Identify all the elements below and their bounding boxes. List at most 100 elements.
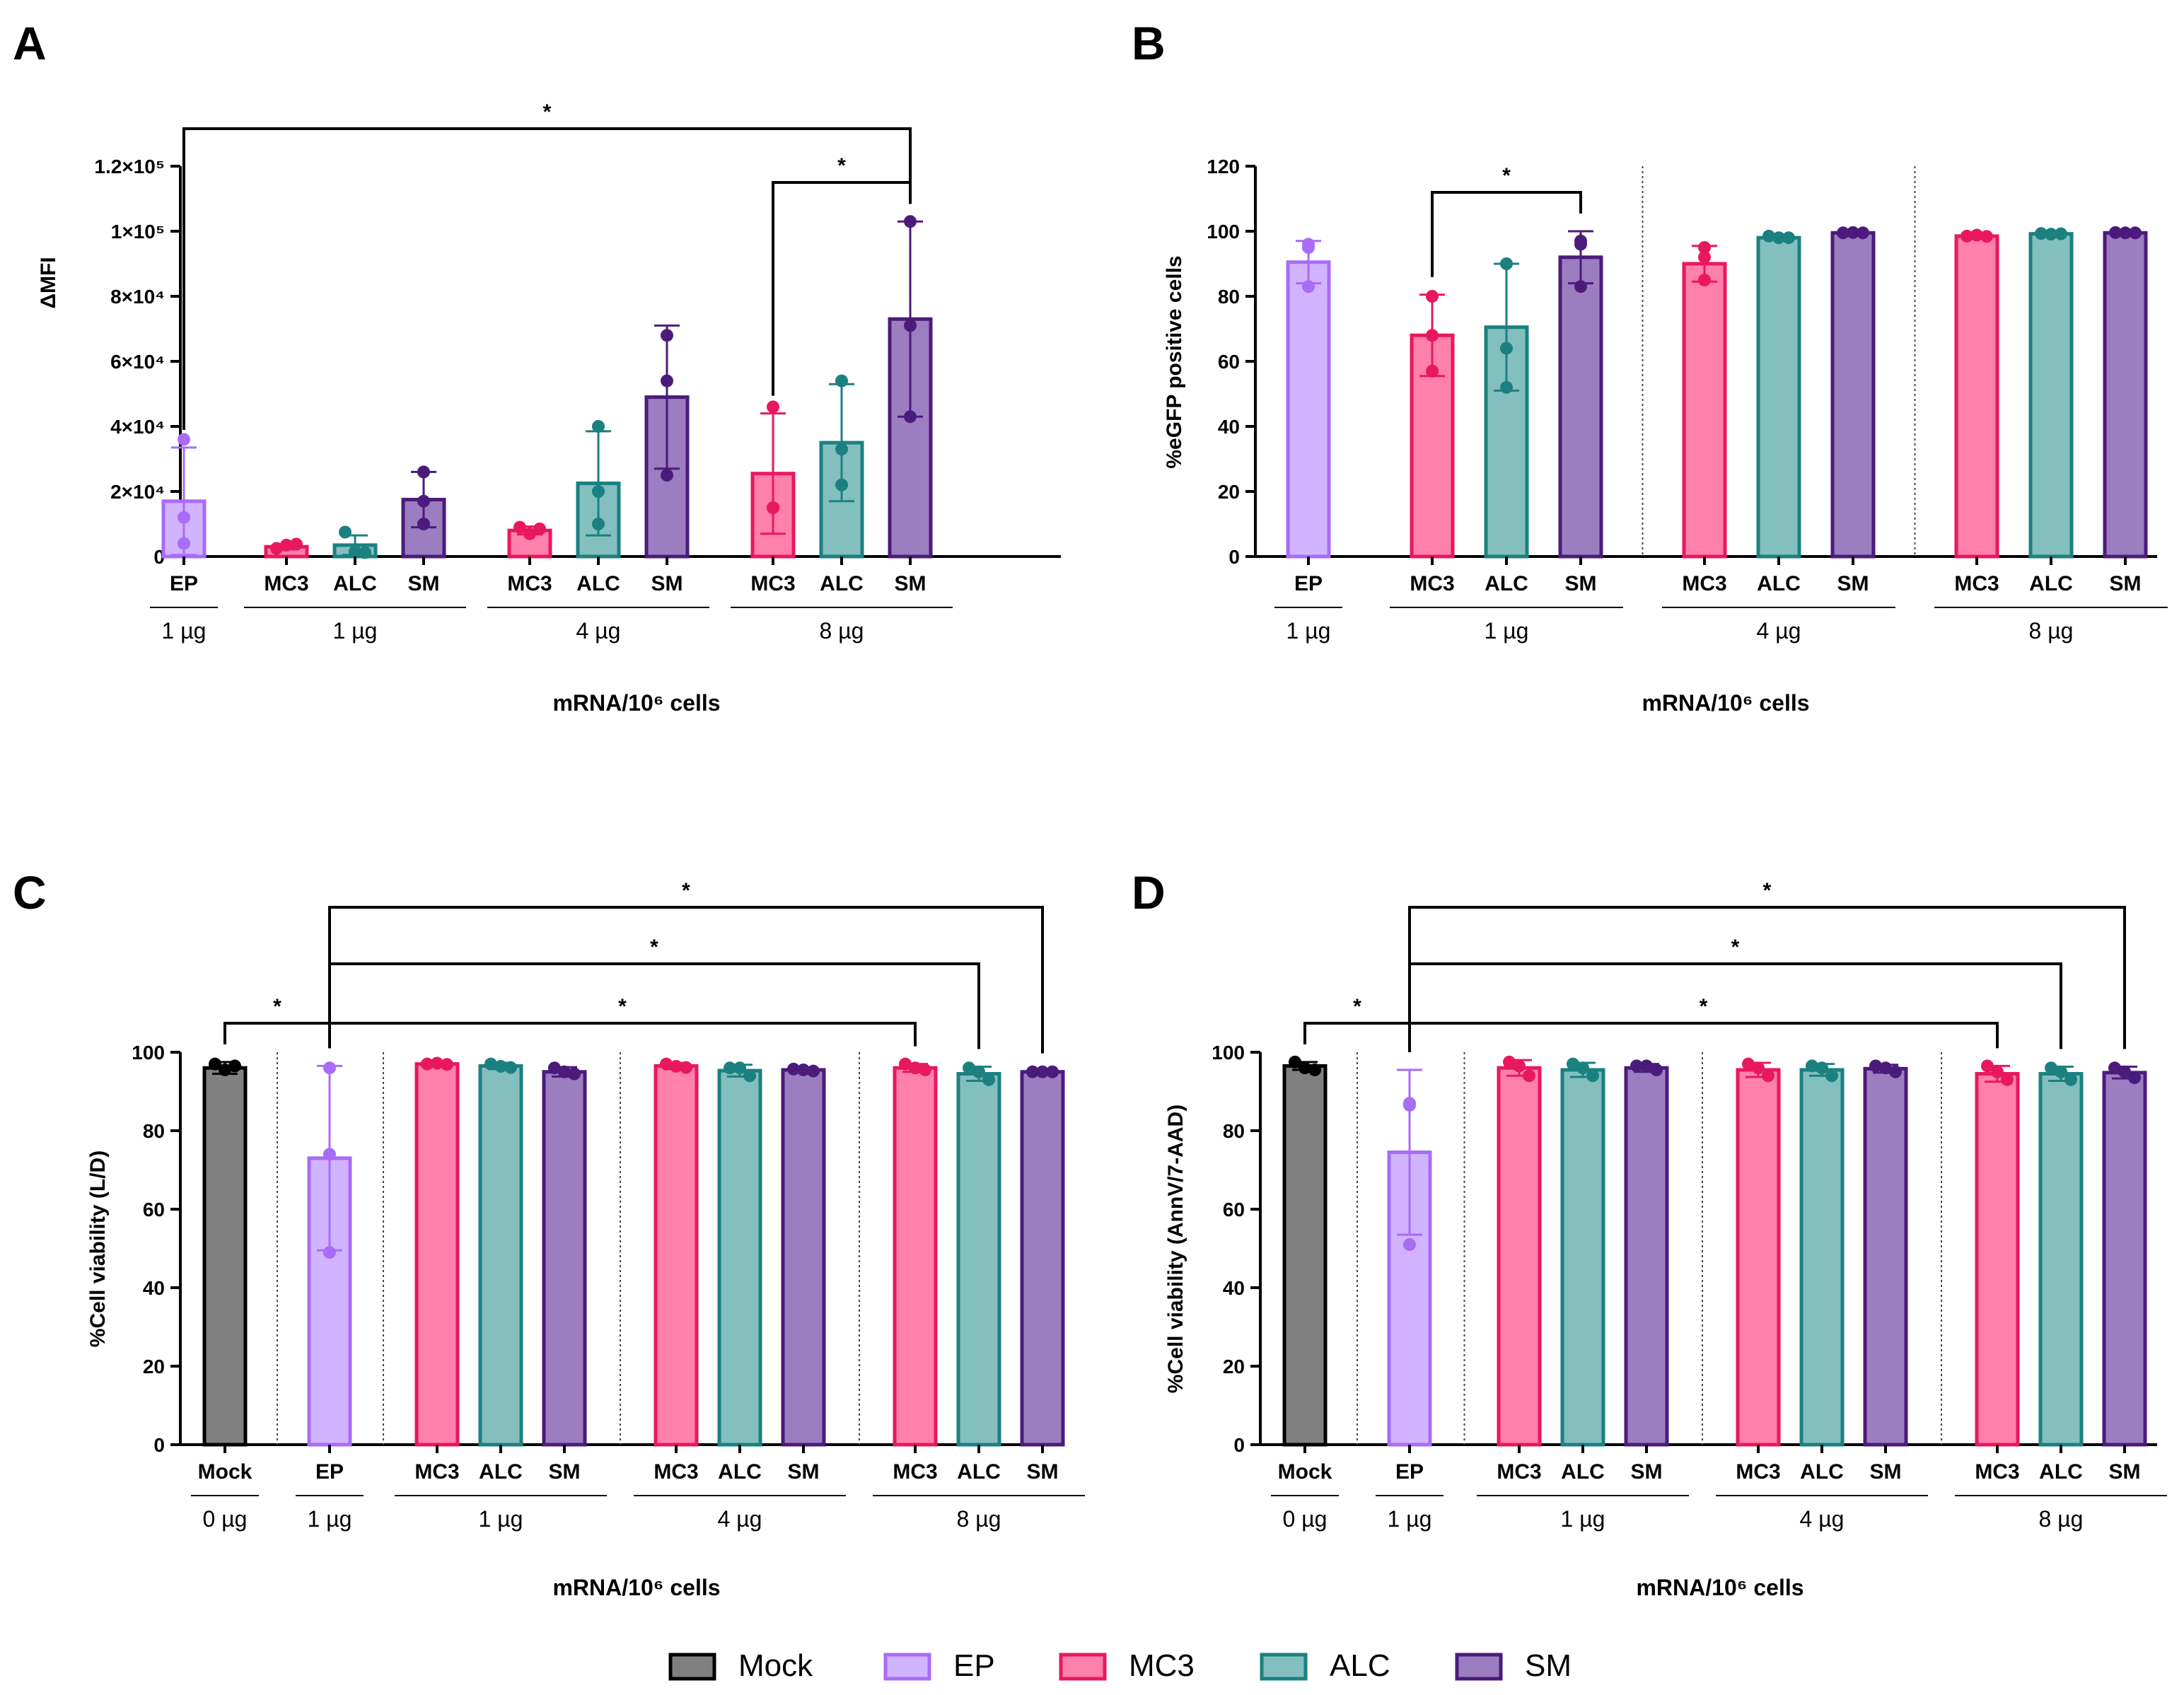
bar-mc3 bbox=[1682, 262, 1727, 559]
x-tick-label: ALC bbox=[718, 1460, 762, 1484]
data-point bbox=[2128, 1071, 2141, 1085]
bar-sm bbox=[781, 1068, 826, 1447]
x-axis-title: mRNA/10⁶ cells bbox=[1642, 690, 1809, 716]
data-point bbox=[1762, 229, 1775, 243]
bar-alc bbox=[1799, 1068, 1845, 1447]
data-point bbox=[1289, 1055, 1301, 1068]
y-tick-label: 120 bbox=[1207, 156, 1240, 177]
x-tick-label: EP bbox=[1395, 1460, 1424, 1484]
data-point bbox=[1036, 1065, 1049, 1078]
x-tick-label: SM bbox=[1631, 1460, 1663, 1484]
data-point bbox=[724, 1061, 736, 1075]
significance-bracket bbox=[1431, 191, 1582, 277]
data-point bbox=[2108, 1061, 2121, 1075]
x-tick-label: ALC bbox=[1485, 572, 1528, 595]
data-point bbox=[2119, 226, 2132, 240]
data-point bbox=[1630, 1059, 1643, 1073]
data-point bbox=[1426, 364, 1439, 378]
bar-alc bbox=[956, 1072, 1001, 1447]
data-point bbox=[1308, 1063, 1321, 1076]
data-point bbox=[1426, 290, 1439, 303]
data-point bbox=[548, 1061, 561, 1075]
data-point bbox=[1762, 1069, 1774, 1083]
panel-c: C %Cell viability (L/D) mRNA/10⁶ cells 0… bbox=[13, 866, 1085, 1600]
legend-label-alc: ALC bbox=[1330, 1648, 1390, 1683]
x-tick-label: Mock bbox=[198, 1460, 252, 1484]
bar-mock bbox=[202, 1066, 248, 1447]
data-point bbox=[1574, 280, 1587, 293]
data-point bbox=[494, 1059, 507, 1073]
data-point bbox=[2055, 1065, 2067, 1078]
x-tick-label: MC3 bbox=[1954, 572, 1999, 595]
data-point bbox=[533, 522, 546, 535]
y-axis-title: %Cell viability (AnnV/7-AAD) bbox=[1164, 1105, 1187, 1393]
x-tick-label: Mock bbox=[1278, 1460, 1332, 1484]
data-point bbox=[661, 374, 673, 388]
bar-alc bbox=[2038, 1072, 2084, 1447]
bar-alc bbox=[478, 1064, 523, 1447]
y-tick-label: 80 bbox=[1223, 1120, 1245, 1142]
panel-letter-c: C bbox=[13, 866, 47, 919]
data-point bbox=[523, 527, 536, 540]
data-point bbox=[899, 1057, 912, 1071]
data-point bbox=[1403, 1098, 1416, 1112]
panel-a: A ΔMFI mRNA/10⁶ cells 02×10⁴4×10⁴6×10⁴8×… bbox=[13, 17, 1061, 716]
significance-bracket bbox=[182, 127, 912, 430]
significance-star: * bbox=[1502, 164, 1511, 187]
significance-bracket bbox=[1408, 906, 2126, 1052]
legend-swatch-mc3 bbox=[1059, 1653, 1107, 1681]
dose-group-label: 1 µg bbox=[1561, 1506, 1605, 1532]
legend-swatch-ep bbox=[883, 1653, 931, 1681]
data-point bbox=[1500, 257, 1513, 270]
x-axis-title: mRNA/10⁶ cells bbox=[552, 690, 720, 716]
y-tick-label: 100 bbox=[1207, 221, 1240, 243]
significance-star: * bbox=[1353, 995, 1361, 1018]
data-point bbox=[270, 542, 283, 555]
data-point bbox=[592, 518, 605, 530]
significance-star: * bbox=[1700, 995, 1708, 1018]
bar-mc3 bbox=[1954, 234, 1999, 559]
x-tick-label: SM bbox=[1027, 1460, 1059, 1484]
data-point bbox=[661, 469, 673, 482]
data-point bbox=[592, 420, 605, 433]
data-point bbox=[733, 1061, 746, 1075]
x-tick-label: ALC bbox=[2029, 572, 2073, 595]
data-point bbox=[323, 1246, 336, 1259]
data-point bbox=[1574, 238, 1587, 251]
dose-group-label: 8 µg bbox=[957, 1506, 1001, 1532]
x-axis-title: mRNA/10⁶ cells bbox=[552, 1575, 720, 1600]
x-tick-label: SM bbox=[1837, 572, 1869, 595]
data-point bbox=[1586, 1069, 1599, 1083]
bar-sm bbox=[1624, 1066, 1669, 1447]
x-tick-label: ALC bbox=[1757, 572, 1801, 595]
bar-sm bbox=[1020, 1070, 1065, 1447]
x-tick-label: ALC bbox=[479, 1460, 523, 1484]
y-tick-label: 60 bbox=[1218, 351, 1240, 373]
dose-group-label: 8 µg bbox=[2029, 618, 2074, 643]
bar-alc bbox=[1756, 235, 1801, 559]
y-tick-label: 60 bbox=[1223, 1199, 1245, 1221]
x-tick-label: SM bbox=[895, 572, 927, 595]
bar-mc3 bbox=[1497, 1066, 1542, 1447]
data-point bbox=[1837, 226, 1849, 240]
data-point bbox=[1806, 1059, 1818, 1073]
data-point bbox=[504, 1061, 517, 1074]
data-point bbox=[1869, 1059, 1882, 1073]
data-point bbox=[670, 1059, 682, 1073]
data-point bbox=[904, 319, 917, 332]
data-point bbox=[484, 1057, 497, 1071]
data-point bbox=[660, 1057, 673, 1071]
y-tick-label: 20 bbox=[1218, 481, 1240, 503]
data-point bbox=[339, 525, 352, 539]
dose-group-label: 4 µg bbox=[718, 1506, 762, 1532]
y-tick-label: 40 bbox=[143, 1277, 165, 1299]
x-tick-label: EP bbox=[170, 572, 198, 595]
y-tick-label: 1×10⁵ bbox=[111, 221, 165, 243]
y-tick-label: 1.2×10⁵ bbox=[94, 156, 165, 177]
x-tick-label: SM bbox=[651, 572, 683, 595]
data-point bbox=[835, 374, 848, 388]
dose-group-label: 1 µg bbox=[1485, 618, 1529, 643]
bar-sm bbox=[1863, 1066, 1908, 1447]
data-point bbox=[1302, 280, 1315, 293]
significance-bracket bbox=[328, 906, 1044, 1054]
